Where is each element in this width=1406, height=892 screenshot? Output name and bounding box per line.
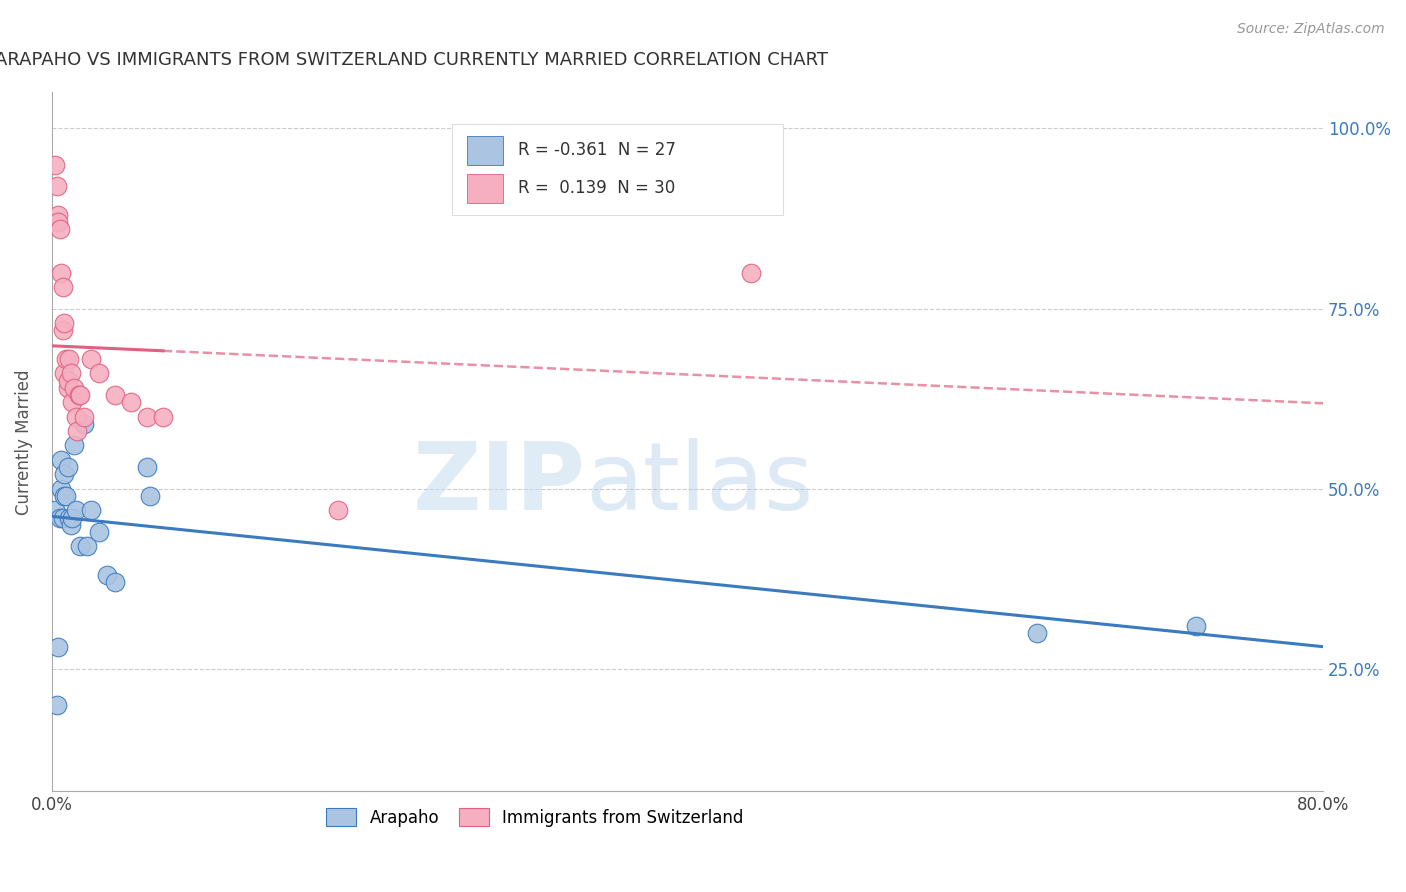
Point (104, 575, 127, 590)
Point (66, 424, 89, 438)
Point (104, 388, 127, 402)
Point (48, 222, 70, 236)
Y-axis label: Currently Married: Currently Married (15, 369, 32, 515)
FancyBboxPatch shape (467, 136, 503, 165)
Point (46, 208, 69, 222)
Legend: Arapaho, Immigrants from Switzerland: Arapaho, Immigrants from Switzerland (319, 802, 751, 833)
Point (136, 460, 159, 475)
Point (44, 503, 66, 517)
Point (44, 157, 66, 171)
Point (46, 640, 69, 655)
Point (120, 395, 142, 409)
Point (89, 367, 111, 381)
Point (136, 409, 159, 424)
Point (67, 388, 90, 402)
Point (69, 539, 91, 553)
Point (56, 460, 79, 475)
Point (80, 503, 103, 517)
Point (51, 266, 73, 280)
Text: R = -0.361  N = 27: R = -0.361 N = 27 (519, 142, 676, 160)
Point (58, 510, 80, 524)
Point (65, 409, 87, 424)
Point (59, 517, 82, 532)
Point (45, 698, 67, 712)
Point (62, 395, 84, 409)
Point (96, 568, 118, 582)
Point (55, 351, 77, 366)
Point (740, 266, 762, 280)
Point (52, 280, 75, 294)
Point (76, 539, 98, 553)
Point (53, 467, 76, 482)
Point (52, 510, 75, 524)
Text: atlas: atlas (586, 438, 814, 530)
FancyBboxPatch shape (467, 174, 503, 202)
Point (1185, 618, 1208, 632)
Point (65, 503, 87, 517)
Point (53, 316, 76, 330)
Point (63, 438, 86, 452)
Text: Source: ZipAtlas.com: Source: ZipAtlas.com (1237, 22, 1385, 37)
Point (51, 453, 73, 467)
FancyBboxPatch shape (453, 124, 783, 215)
Point (58, 351, 80, 366)
Point (53, 489, 76, 503)
Point (152, 409, 174, 424)
Text: ARAPAHO VS IMMIGRANTS FROM SWITZERLAND CURRENTLY MARRIED CORRELATION CHART: ARAPAHO VS IMMIGRANTS FROM SWITZERLAND C… (0, 51, 828, 69)
Point (56, 374, 79, 388)
Point (59, 367, 82, 381)
Point (62, 510, 84, 524)
Point (53, 367, 76, 381)
Text: R =  0.139  N = 30: R = 0.139 N = 30 (519, 179, 676, 197)
Text: ZIP: ZIP (413, 438, 586, 530)
Point (72, 409, 94, 424)
Point (56, 381, 79, 395)
Point (46, 215, 69, 229)
Point (139, 489, 162, 503)
Point (45, 179, 67, 194)
Point (89, 524, 111, 539)
Point (63, 381, 86, 395)
Point (55, 489, 77, 503)
Point (326, 503, 349, 517)
Point (69, 388, 91, 402)
Point (80, 351, 103, 366)
Point (1026, 625, 1049, 640)
Point (72, 417, 94, 431)
Point (48, 510, 70, 524)
Point (51, 482, 73, 496)
Point (52, 323, 75, 337)
